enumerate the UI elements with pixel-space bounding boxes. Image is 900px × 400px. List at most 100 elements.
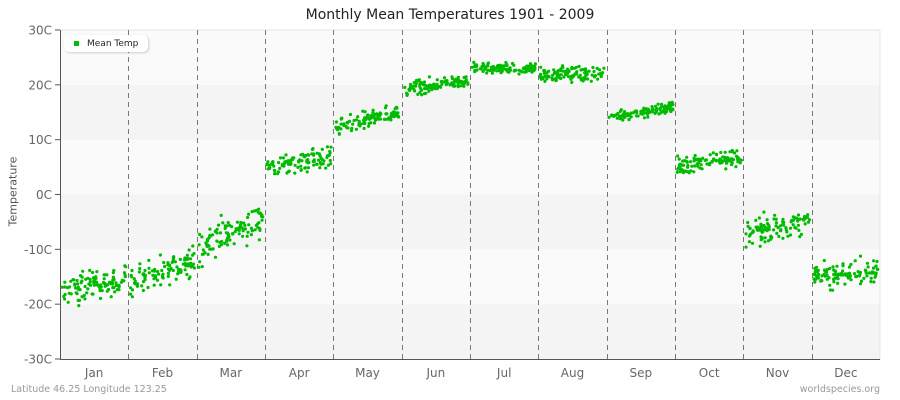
data-point — [63, 280, 67, 284]
data-point — [863, 268, 868, 272]
data-point — [384, 104, 388, 108]
data-point — [363, 116, 367, 120]
data-point — [80, 295, 84, 299]
data-point — [627, 112, 631, 116]
data-point — [369, 114, 373, 118]
data-point — [296, 165, 300, 169]
data-point — [857, 274, 862, 278]
data-point — [318, 160, 322, 165]
data-point — [526, 65, 530, 69]
data-point — [223, 241, 227, 245]
data-point — [197, 232, 202, 236]
data-point — [430, 88, 434, 92]
data-point — [543, 69, 547, 73]
data-point — [862, 276, 866, 280]
data-point — [239, 221, 243, 225]
data-point — [85, 291, 89, 295]
y-tick-label: -10C — [24, 243, 52, 257]
data-point — [128, 286, 133, 290]
data-point — [533, 64, 537, 68]
data-point — [425, 87, 429, 91]
data-point — [440, 82, 444, 86]
data-point — [282, 163, 286, 167]
data-point — [848, 275, 852, 279]
data-point — [485, 71, 489, 75]
data-point — [435, 78, 439, 82]
data-point — [765, 218, 769, 222]
data-point — [329, 145, 333, 149]
data-point — [551, 73, 555, 77]
data-point — [176, 272, 180, 276]
data-point — [218, 231, 223, 235]
data-point — [334, 120, 338, 124]
data-point — [680, 163, 685, 167]
data-point — [843, 282, 847, 286]
data-point — [803, 222, 807, 226]
data-point — [74, 291, 78, 295]
data-point — [859, 279, 864, 283]
data-point — [774, 221, 779, 225]
data-point — [178, 257, 182, 261]
data-point — [200, 265, 204, 269]
data-point — [273, 172, 277, 176]
data-point — [312, 163, 316, 167]
data-point — [109, 282, 113, 286]
data-point — [231, 232, 235, 236]
data-point — [678, 165, 682, 169]
data-point — [567, 75, 571, 79]
data-point — [508, 68, 512, 72]
data-point — [77, 304, 81, 308]
data-point — [147, 271, 151, 275]
data-point — [106, 283, 110, 287]
data-point — [81, 269, 85, 273]
data-point — [293, 163, 297, 167]
data-point — [69, 279, 73, 283]
data-point — [766, 239, 771, 243]
y-tick-label: -30C — [24, 353, 52, 367]
data-point — [352, 118, 356, 123]
y-tick-label: 0C — [36, 188, 52, 202]
data-point — [257, 211, 262, 215]
data-point — [213, 229, 217, 233]
data-point — [820, 279, 824, 283]
data-point — [174, 277, 178, 281]
data-point — [409, 82, 413, 86]
data-point — [558, 76, 562, 80]
data-point — [701, 156, 705, 160]
data-point — [303, 166, 307, 170]
data-point — [138, 262, 142, 266]
data-point — [135, 283, 139, 288]
data-point — [77, 288, 81, 292]
data-point — [597, 68, 602, 72]
data-point — [646, 112, 650, 116]
data-point — [219, 243, 224, 247]
data-point — [550, 76, 554, 80]
data-point — [539, 65, 543, 69]
data-point — [183, 261, 187, 266]
data-point — [758, 244, 762, 248]
data-point — [384, 112, 388, 116]
data-point — [730, 161, 734, 165]
data-point — [486, 64, 490, 68]
data-point — [582, 76, 586, 80]
x-tick-label: Jul — [496, 366, 511, 380]
y-tick-label: 30C — [28, 24, 52, 38]
data-point — [689, 160, 693, 164]
data-point — [481, 69, 485, 73]
data-point — [141, 280, 146, 284]
data-point — [622, 110, 627, 114]
data-point — [813, 280, 817, 284]
data-point — [832, 280, 836, 284]
data-point — [474, 63, 478, 67]
data-point — [223, 224, 227, 228]
data-point — [763, 236, 767, 240]
data-point — [833, 269, 838, 274]
data-point — [448, 83, 452, 87]
data-point — [854, 275, 858, 279]
data-point — [727, 159, 731, 163]
data-point — [636, 114, 640, 118]
data-point — [801, 217, 805, 221]
data-point — [781, 217, 785, 221]
data-point — [289, 158, 293, 162]
data-point — [791, 223, 795, 227]
